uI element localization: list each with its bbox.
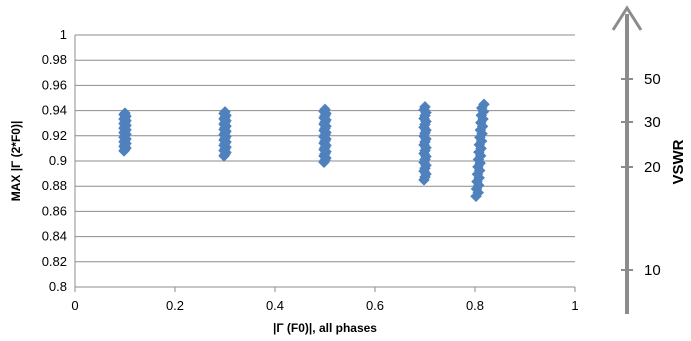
y-axis-title: MAX |Γ (2*F0)| [9,121,23,202]
x-tick-label: 0.6 [366,298,384,313]
vswr-axis: 10 20 30 50 VSWR [611,5,687,314]
data-point [419,100,431,113]
data-point [319,103,331,116]
y-tick-labels: 0.8 0.82 0.84 0.86 0.88 0.9 0.92 0.94 0.96 0.98 1 [42,27,67,294]
y-tick-label: 0.88 [42,178,67,193]
vswr-tick-label: 20 [644,159,661,176]
data-point [119,107,131,119]
y-tick-label: 0.92 [42,128,67,143]
data-points [118,98,490,203]
x-tick-label: 0.2 [166,298,184,313]
y-tick-label: 0.86 [42,203,67,218]
data-point [219,106,231,118]
y-tick-label: 0.9 [49,153,67,168]
x-tick-label: 0 [71,298,78,313]
vswr-tick-label: 50 [644,71,661,88]
y-tick-label: 0.96 [42,77,67,92]
x-tick-label: 0.4 [266,298,284,313]
y-tick-label: 1 [60,27,67,42]
y-tick-label: 0.98 [42,52,67,67]
x-tick-label: 0.8 [466,298,484,313]
x-tick-labels: 0 0.2 0.4 0.6 0.8 1 [71,298,578,313]
x-tick-label: 1 [571,298,578,313]
x-axis-title: |Γ (F0)|, all phases [273,321,377,335]
vswr-tick-label: 10 [644,262,661,279]
y-tick-label: 0.94 [42,103,67,118]
vswr-tick-label: 30 [644,114,661,131]
vswr-arrowhead [611,5,643,31]
y-tick-label: 0.84 [42,229,67,244]
axes [74,35,576,292]
y-tick-label: 0.82 [42,254,67,269]
y-tick-label: 0.8 [49,279,67,294]
vswr-axis-title: VSWR [670,139,687,184]
data-point [478,98,490,111]
